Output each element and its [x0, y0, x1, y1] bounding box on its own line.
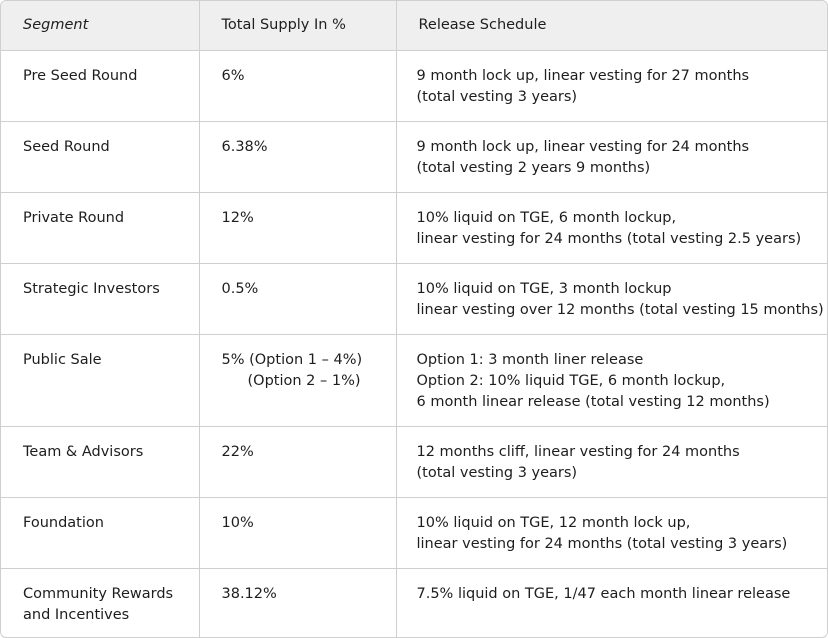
supply-cell: 12%: [199, 192, 397, 264]
supply-cell: 0.5%: [199, 263, 397, 335]
supply-text: 22%: [221, 443, 254, 460]
schedule-text: Option 1: 3 month liner release: [416, 351, 644, 368]
segment-text: Strategic Investors: [23, 280, 160, 297]
segment-text: Seed Round: [23, 138, 110, 155]
segment-cell: Public Sale: [1, 334, 200, 427]
header-total-supply: Total Supply In %: [199, 1, 397, 51]
schedule-text: 9 month lock up, linear vesting for 24 m…: [416, 138, 750, 155]
segment-cell: Seed Round: [1, 121, 200, 193]
supply-cell: 10%: [199, 497, 397, 569]
segment-cell: Private Round: [1, 192, 200, 264]
supply-cell: 6.38%: [199, 121, 397, 193]
segment-cell: Strategic Investors: [1, 263, 200, 335]
supply-cell: 5% (Option 1 – 4%) (Option 2 – 1%): [199, 334, 397, 427]
segment-text: Team & Advisors: [23, 443, 144, 460]
supply-text: (Option 2 – 1%): [247, 372, 361, 389]
table-row: Public Sale 5% (Option 1 – 4%) (Option 2…: [1, 334, 827, 427]
schedule-text: (total vesting 3 years): [416, 464, 578, 481]
supply-cell: 6%: [199, 50, 397, 122]
header-segment: Segment: [1, 1, 200, 51]
schedule-text: 6 month linear release (total vesting 12…: [416, 393, 770, 410]
schedule-text: (total vesting 2 years 9 months): [416, 159, 651, 176]
segment-cell: Pre Seed Round: [1, 50, 200, 122]
schedule-cell: 9 month lock up, linear vesting for 24 m…: [396, 121, 827, 193]
schedule-text: linear vesting for 24 months (total vest…: [416, 535, 788, 552]
schedule-cell: 10% liquid on TGE, 3 month lockup linear…: [396, 263, 827, 335]
supply-text: 12%: [221, 209, 254, 226]
segment-text: Public Sale: [23, 351, 102, 368]
table-row: Seed Round 6.38% 9 month lock up, linear…: [1, 121, 827, 193]
schedule-text: linear vesting for 24 months (total vest…: [416, 230, 802, 247]
schedule-text: 12 months cliff, linear vesting for 24 m…: [416, 443, 740, 460]
segment-text: Community Rewards: [23, 585, 174, 602]
schedule-text: linear vesting over 12 months (total ves…: [416, 301, 824, 318]
table-row: Foundation 10% 10% liquid on TGE, 12 mon…: [1, 497, 827, 569]
table-row: Private Round 12% 10% liquid on TGE, 6 m…: [1, 192, 827, 264]
schedule-text: Option 2: 10% liquid TGE, 6 month lockup…: [416, 372, 726, 389]
table-row: Strategic Investors 0.5% 10% liquid on T…: [1, 263, 827, 335]
segment-text: Pre Seed Round: [23, 67, 138, 84]
schedule-cell: 10% liquid on TGE, 12 month lock up, lin…: [396, 497, 827, 569]
supply-text: 5% (Option 1 – 4%): [221, 351, 363, 368]
table-row: Community Rewards and Incentives 38.12% …: [1, 568, 827, 637]
schedule-text: 10% liquid on TGE, 6 month lockup,: [416, 209, 677, 226]
table-header-row: Segment Total Supply In % Release Schedu…: [1, 1, 827, 51]
schedule-text: 7.5% liquid on TGE, 1/47 each month line…: [416, 585, 791, 602]
schedule-cell: 9 month lock up, linear vesting for 27 m…: [396, 50, 827, 122]
supply-cell: 22%: [199, 426, 397, 498]
schedule-cell: 7.5% liquid on TGE, 1/47 each month line…: [396, 568, 827, 637]
segment-cell: Team & Advisors: [1, 426, 200, 498]
supply-cell: 38.12%: [199, 568, 397, 637]
schedule-text: (total vesting 3 years): [416, 88, 578, 105]
segment-text: and Incentives: [23, 606, 130, 623]
supply-text: 0.5%: [221, 280, 259, 297]
supply-text: 6%: [221, 67, 245, 84]
schedule-cell: 10% liquid on TGE, 6 month lockup, linea…: [396, 192, 827, 264]
supply-text: 38.12%: [221, 585, 277, 602]
segment-cell: Community Rewards and Incentives: [1, 568, 200, 637]
schedule-cell: 12 months cliff, linear vesting for 24 m…: [396, 426, 827, 498]
segment-text: Private Round: [23, 209, 125, 226]
header-release-schedule: Release Schedule: [396, 1, 827, 51]
schedule-text: 9 month lock up, linear vesting for 27 m…: [416, 67, 750, 84]
segment-cell: Foundation: [1, 497, 200, 569]
segment-text: Foundation: [23, 514, 104, 531]
table-row: Team & Advisors 22% 12 months cliff, lin…: [1, 426, 827, 498]
schedule-text: 10% liquid on TGE, 3 month lockup: [416, 280, 672, 297]
schedule-cell: Option 1: 3 month liner release Option 2…: [396, 334, 827, 427]
table-row: Pre Seed Round 6% 9 month lock up, linea…: [1, 50, 827, 122]
supply-text: 10%: [221, 514, 254, 531]
supply-text: 6.38%: [221, 138, 268, 155]
schedule-text: 10% liquid on TGE, 12 month lock up,: [416, 514, 691, 531]
